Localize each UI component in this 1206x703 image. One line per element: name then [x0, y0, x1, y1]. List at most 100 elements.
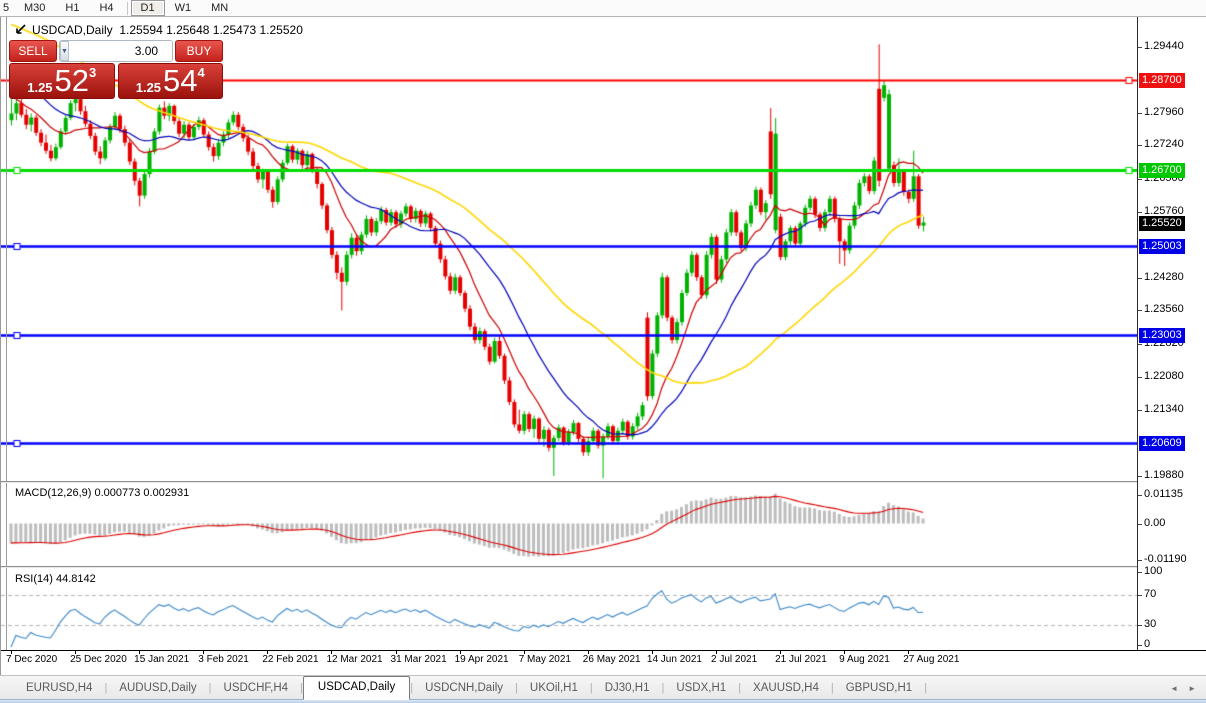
- indicator-tick-label: 30: [1137, 617, 1157, 630]
- timeframe-button-5[interactable]: 5: [3, 2, 10, 14]
- date-label: 25 Dec 2020: [70, 654, 127, 665]
- price-level-badge: 1.20609: [1139, 435, 1185, 451]
- volume-input[interactable]: [68, 41, 172, 61]
- price-level-badge: 1.25520: [1139, 215, 1185, 231]
- sell-price-box[interactable]: 1.25 52 3: [9, 63, 115, 99]
- date-label: 2 Jul 2021: [710, 654, 758, 665]
- price-tick-label: 1.22080: [1138, 369, 1184, 382]
- date-label: 14 Jun 2021: [646, 654, 702, 665]
- timeframe-button-h1[interactable]: H1: [65, 2, 80, 14]
- chart-symbol-icon: [16, 23, 26, 34]
- symbol-tab-dj30[interactable]: DJ30,H1: [604, 682, 650, 694]
- tab-separator: |: [924, 682, 928, 694]
- tab-separator: |: [661, 682, 665, 694]
- price-tick-label: 1.21340: [1138, 403, 1184, 416]
- date-tick: [651, 651, 653, 654]
- price-level-badge: 1.23003: [1139, 328, 1185, 344]
- tab-separator: |: [830, 682, 834, 694]
- date-tick: [75, 651, 77, 654]
- indicator-tick-label: -0.01190: [1138, 553, 1187, 565]
- chart-frame: USDCAD,Daily 1.25594 1.25648 1.25473 1.2…: [0, 17, 1206, 675]
- date-tick: [715, 651, 717, 654]
- price-chart-canvas[interactable]: [1, 17, 1137, 650]
- date-tick: [267, 651, 269, 654]
- macd-indicator-label: MACD(12,26,9) 0.000773 0.002931: [15, 487, 190, 499]
- date-tick: [331, 651, 333, 654]
- tab-scroll-buttons: ◄ ►: [1170, 684, 1206, 699]
- buy-button[interactable]: BUY: [175, 40, 223, 62]
- buy-price-big: 54: [163, 63, 198, 98]
- symbol-tab-gbpusd[interactable]: GBPUSD,H1: [845, 682, 913, 694]
- indicator-tick-label: 0: [1137, 638, 1151, 650]
- tab-scroll-left-button[interactable]: ◄: [1170, 684, 1179, 693]
- date-tick: [587, 651, 589, 654]
- buy-price-prefix: 1.25: [135, 80, 162, 95]
- tab-scroll-right-button[interactable]: ►: [1188, 684, 1196, 693]
- price-tick-label: 1.24280: [1138, 271, 1184, 284]
- symbol-tab-eurusd[interactable]: EURUSD,H4: [26, 682, 93, 694]
- sell-price-pip: 3: [89, 65, 97, 80]
- volume-spinner: ▼ ▲: [59, 40, 173, 62]
- date-tick: [844, 651, 846, 654]
- chart-title: USDCAD,Daily 1.25594 1.25648 1.25473 1.2…: [13, 23, 303, 37]
- date-tick: [780, 651, 782, 654]
- date-label: 31 Mar 2021: [390, 654, 447, 665]
- symbol-tab-usdcad[interactable]: USDCAD,Daily: [302, 676, 411, 700]
- buy-price-pip: 4: [197, 65, 205, 80]
- buy-price-box[interactable]: 1.25 54 4: [117, 63, 223, 99]
- tab-separator: |: [738, 682, 742, 694]
- symbol-tab-usdcnh[interactable]: USDCNH,Daily: [425, 682, 504, 694]
- date-tick: [203, 651, 205, 654]
- date-label: 27 Aug 2021: [903, 654, 960, 665]
- symbol-tab-usdchf[interactable]: USDCHF,H4: [223, 682, 289, 694]
- price-level-badge: 1.26700: [1139, 162, 1185, 178]
- price-tick-label: 1.19880: [1138, 468, 1184, 481]
- price-tick-label: 1.23560: [1138, 303, 1184, 316]
- macd-pane-separator[interactable]: [1, 481, 1137, 483]
- status-strip: [0, 699, 1206, 703]
- rsi-indicator-label: RSI(14) 44.8142: [15, 573, 96, 585]
- tab-separator: |: [515, 682, 518, 694]
- tab-separator: |: [410, 682, 414, 694]
- symbol-tab-bar: EURUSD,H4 | AUDUSD,Daily | USDCHF,H4 | USDCAD,…: [0, 675, 1206, 700]
- volume-decrease-button[interactable]: ▼: [60, 41, 69, 61]
- timeframe-button-mn[interactable]: MN: [211, 2, 229, 14]
- date-tick: [523, 651, 525, 654]
- symbol-tab-audusd[interactable]: AUDUSD,Daily: [119, 682, 197, 694]
- date-label: 9 Aug 2021: [839, 654, 890, 665]
- timeframe-toolbar: 5 M30 H1 H4 D1 W1 MN: [0, 0, 1206, 17]
- date-tick: [908, 651, 910, 654]
- timeframe-button-m30[interactable]: M30: [24, 2, 46, 14]
- date-label: 26 May 2021: [582, 654, 641, 665]
- price-axis[interactable]: 1.294401.279601.272401.265001.257601.242…: [1137, 17, 1206, 650]
- indicator-tick-label: 70: [1137, 587, 1157, 600]
- one-click-trade-panel: SELL ▼ ▲ BUY 1.25 52 3 1.25 54 4: [9, 40, 223, 99]
- tab-separator: |: [589, 682, 593, 694]
- sell-button[interactable]: SELL: [9, 40, 57, 62]
- rsi-pane-separator[interactable]: [1, 566, 1137, 568]
- date-label: 21 Jul 2021: [775, 654, 827, 665]
- tab-separator: |: [104, 682, 108, 694]
- date-label: 7 Dec 2020: [6, 654, 58, 665]
- price-level-badge: 1.28700: [1139, 72, 1185, 88]
- timeframe-button-h4[interactable]: H4: [99, 2, 114, 14]
- price-tick-label: 1.27240: [1138, 138, 1184, 151]
- chart-title-text: USDCAD,Daily 1.25594 1.25648 1.25473 1.2…: [32, 23, 303, 37]
- indicator-tick-label: 0.01135: [1138, 488, 1183, 500]
- symbol-tab-ukoil[interactable]: UKOil,H1: [529, 682, 578, 694]
- symbol-tab-usdx[interactable]: USDX,H1: [676, 682, 727, 694]
- timeframe-button-d1[interactable]: D1: [130, 0, 165, 16]
- tab-separator: |: [208, 682, 212, 694]
- date-label: 15 Jan 2021: [134, 654, 190, 665]
- price-level-badge: 1.25003: [1139, 238, 1185, 254]
- symbol-tab-xauusd[interactable]: XAUUSD,H4: [753, 682, 819, 694]
- timeframe-button-w1[interactable]: W1: [174, 2, 192, 14]
- toolbar-separator: [126, 1, 128, 15]
- time-axis[interactable]: 7 Dec 2020 25 Dec 2020 15 Jan 2021 3 Feb 20…: [1, 650, 1206, 670]
- price-tick-label: 1.25760: [1138, 204, 1184, 217]
- chart-symbol-label: USDCAD,Daily: [32, 23, 113, 37]
- sell-price-big: 52: [54, 63, 90, 98]
- pane-left-border: [6, 17, 7, 650]
- sell-price-prefix: 1.25: [27, 80, 53, 95]
